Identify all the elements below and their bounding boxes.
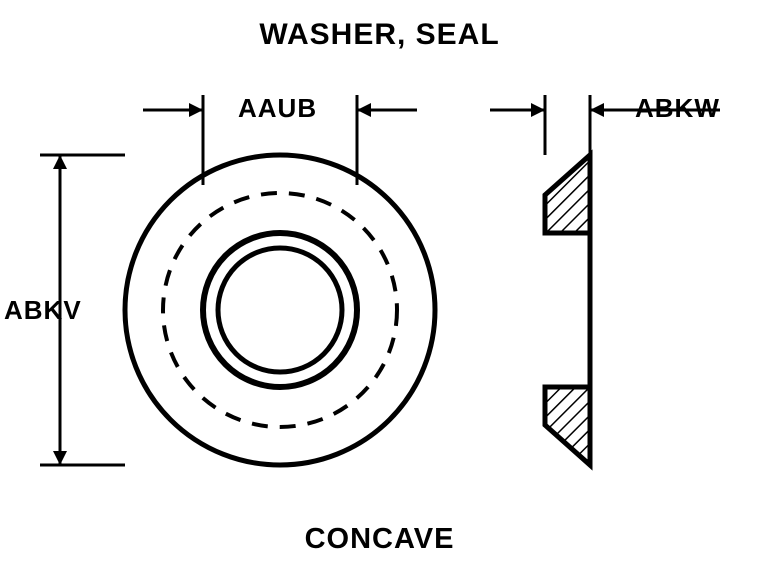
diagram-svg (0, 0, 759, 584)
diagram-canvas: WASHER, SEAL CONCAVE ABKV AAUB ABKW (0, 0, 759, 584)
